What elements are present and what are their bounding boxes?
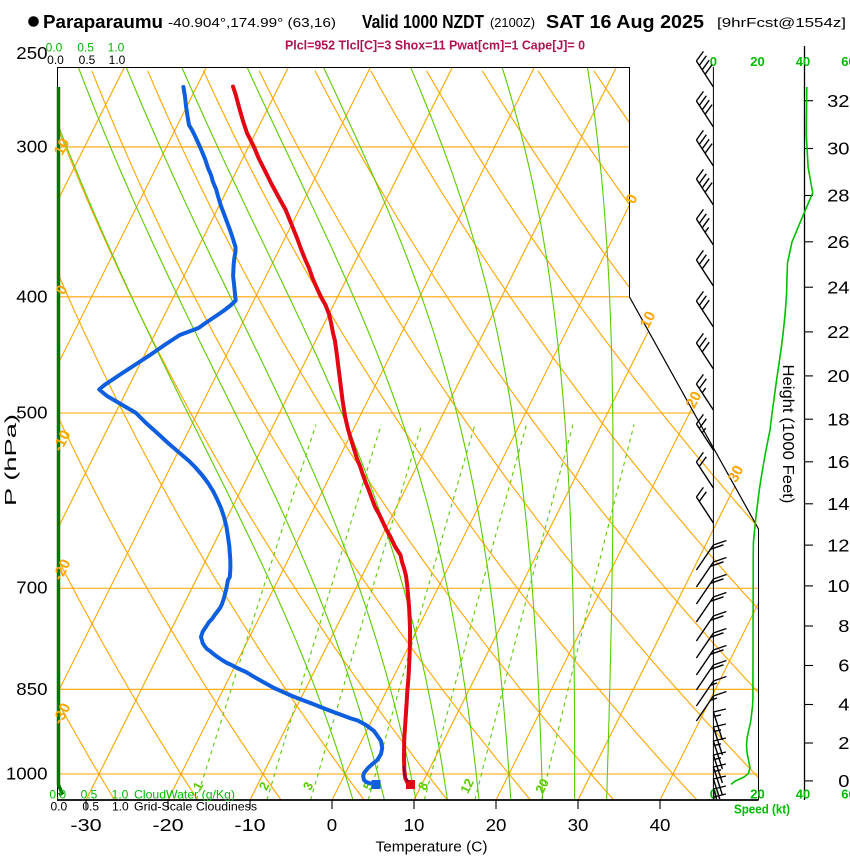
svg-text:0: 0 <box>327 815 337 835</box>
svg-text:60: 60 <box>841 54 850 69</box>
svg-text:-10: -10 <box>234 815 265 835</box>
svg-text:10: 10 <box>637 309 660 332</box>
svg-text:Height (1000 Feet): Height (1000 Feet) <box>779 365 796 504</box>
svg-text:26: 26 <box>827 232 849 252</box>
svg-text:1000: 1000 <box>6 764 48 784</box>
svg-text:1.0: 1.0 <box>112 788 129 802</box>
svg-text:40: 40 <box>796 54 810 69</box>
svg-text:12: 12 <box>457 776 477 796</box>
svg-text:30: 30 <box>568 815 589 835</box>
svg-text:10: 10 <box>51 136 74 159</box>
svg-text:1.0: 1.0 <box>109 53 126 67</box>
svg-text:Paraparaumu: Paraparaumu <box>43 11 163 32</box>
svg-text:20: 20 <box>750 787 764 802</box>
svg-text:18: 18 <box>827 409 849 429</box>
svg-text:10: 10 <box>404 815 425 835</box>
svg-text:6: 6 <box>838 656 849 676</box>
svg-text:30: 30 <box>827 139 849 159</box>
svg-text:0.0: 0.0 <box>47 53 64 67</box>
svg-text:20: 20 <box>486 815 507 835</box>
svg-text:30: 30 <box>725 463 748 486</box>
svg-text:-20: -20 <box>152 815 183 835</box>
svg-text:4: 4 <box>838 695 850 715</box>
svg-text:20: 20 <box>827 366 849 386</box>
svg-text:32: 32 <box>827 91 849 111</box>
svg-text:300: 300 <box>16 137 47 157</box>
svg-text:20: 20 <box>750 54 764 69</box>
svg-text:P (hPa): P (hPa) <box>3 414 20 506</box>
svg-text:0.0: 0.0 <box>49 788 66 802</box>
svg-text:0.0: 0.0 <box>46 41 63 55</box>
svg-text:8: 8 <box>838 616 849 636</box>
svg-text:-30: -30 <box>70 815 101 835</box>
svg-text:40: 40 <box>796 787 810 802</box>
svg-text:1.0: 1.0 <box>112 800 129 814</box>
svg-text:20: 20 <box>532 776 552 796</box>
svg-text:22: 22 <box>827 322 849 342</box>
svg-text:40: 40 <box>650 815 671 835</box>
svg-text:0.0: 0.0 <box>50 800 67 814</box>
svg-text:10: 10 <box>827 576 849 596</box>
svg-text:0.5: 0.5 <box>82 800 99 814</box>
svg-text:SAT 16 Aug 2025: SAT 16 Aug 2025 <box>546 11 704 32</box>
svg-text:Speed (kt): Speed (kt) <box>734 802 790 817</box>
svg-text:700: 700 <box>16 578 47 598</box>
svg-text:-40.904°,174.99° (63,16): -40.904°,174.99° (63,16) <box>168 15 336 30</box>
svg-text:(2100Z): (2100Z) <box>490 15 535 30</box>
svg-text:60: 60 <box>841 787 850 802</box>
svg-text:0: 0 <box>838 771 849 791</box>
svg-text:Temperature (C): Temperature (C) <box>376 840 488 856</box>
svg-text:0: 0 <box>710 54 717 69</box>
svg-text:250: 250 <box>16 43 47 63</box>
svg-text:CloudWater (g/Kg): CloudWater (g/Kg) <box>134 788 235 802</box>
svg-text:Valid 1000 NZDT: Valid 1000 NZDT <box>362 11 485 32</box>
svg-text:28: 28 <box>827 186 849 206</box>
svg-text:[9hrFcst@1554z]: [9hrFcst@1554z] <box>717 15 846 30</box>
svg-text:1.0: 1.0 <box>108 41 125 55</box>
svg-text:14: 14 <box>827 494 850 514</box>
svg-text:400: 400 <box>16 286 47 306</box>
svg-text:20: 20 <box>683 389 706 412</box>
svg-text:2: 2 <box>838 733 849 753</box>
svg-text:500: 500 <box>16 403 47 423</box>
svg-text:Plcl=952 Tlcl[C]=3 Shox=11 Pwa: Plcl=952 Tlcl[C]=3 Shox=11 Pwat[cm]=1 Ca… <box>285 39 585 53</box>
svg-text:Grid-Scale Cloudiness: Grid-Scale Cloudiness <box>134 800 257 814</box>
svg-text:12: 12 <box>827 535 849 555</box>
svg-text:24: 24 <box>827 277 850 297</box>
svg-text:0.5: 0.5 <box>79 53 96 67</box>
svg-text:0.5: 0.5 <box>77 41 94 55</box>
svg-text:16: 16 <box>827 452 849 472</box>
svg-text:0.5: 0.5 <box>81 788 98 802</box>
svg-text:850: 850 <box>16 679 47 699</box>
